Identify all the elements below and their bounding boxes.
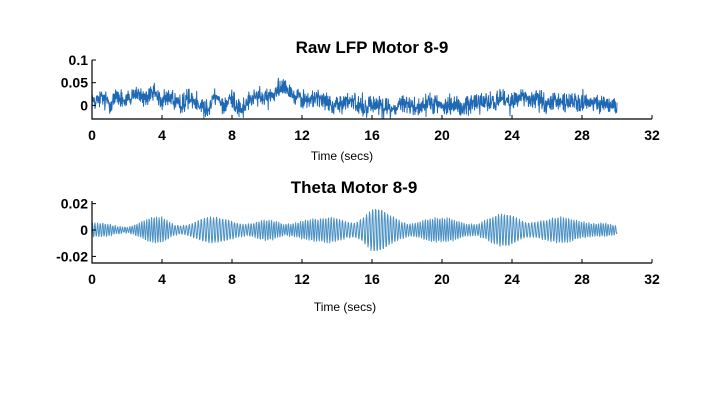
x-axis-label: Time (secs) [311,149,373,163]
x-tick-label: 4 [158,271,166,287]
x-tick-label: 12 [294,127,310,143]
y-tick-label: 0 [80,222,88,238]
chart-title: Theta Motor 8-9 [291,178,418,197]
x-tick-label: 8 [228,127,236,143]
x-tick-label: 24 [504,271,520,287]
x-tick-label: 0 [88,271,96,287]
x-tick-label: 4 [158,127,166,143]
x-tick-label: 32 [644,127,660,143]
x-axis-label: Time (secs) [314,300,376,314]
y-tick-label: 0 [80,97,88,113]
series-line [91,77,618,119]
x-tick-label: 24 [504,127,520,143]
theta-chart: Theta Motor 8-9 0 4 8 12 16 20 24 28 32-0.0200.0… [56,178,660,314]
series-line [91,208,618,251]
x-tick-label: 28 [574,127,590,143]
y-tick-label: 0.05 [61,75,88,91]
x-tick-label: 16 [364,127,380,143]
plot-area [91,208,618,251]
axis-line [91,60,652,120]
x-tick-label: 28 [574,271,590,287]
x-tick-label: 12 [294,271,310,287]
x-tick-label: 16 [364,271,380,287]
y-tick-label: -0.02 [56,248,88,264]
plot-area [91,77,618,119]
x-tick-label: 0 [88,127,96,143]
axes: 0 4 8 12 16 20 24 28 32 0 0.05 0.1 [61,52,660,143]
x-tick-label: 32 [644,271,660,287]
x-tick-label: 20 [434,271,450,287]
raw-lfp-chart: Raw LFP Motor 8-9 0 4 8 12 16 20 24 28 32 0 0.05 0.… [61,38,660,163]
chart-title: Raw LFP Motor 8-9 [296,38,449,57]
y-tick-label: 0.02 [61,196,88,212]
x-tick-label: 8 [228,271,236,287]
y-tick-label: 0.1 [69,52,89,68]
x-tick-label: 20 [434,127,450,143]
